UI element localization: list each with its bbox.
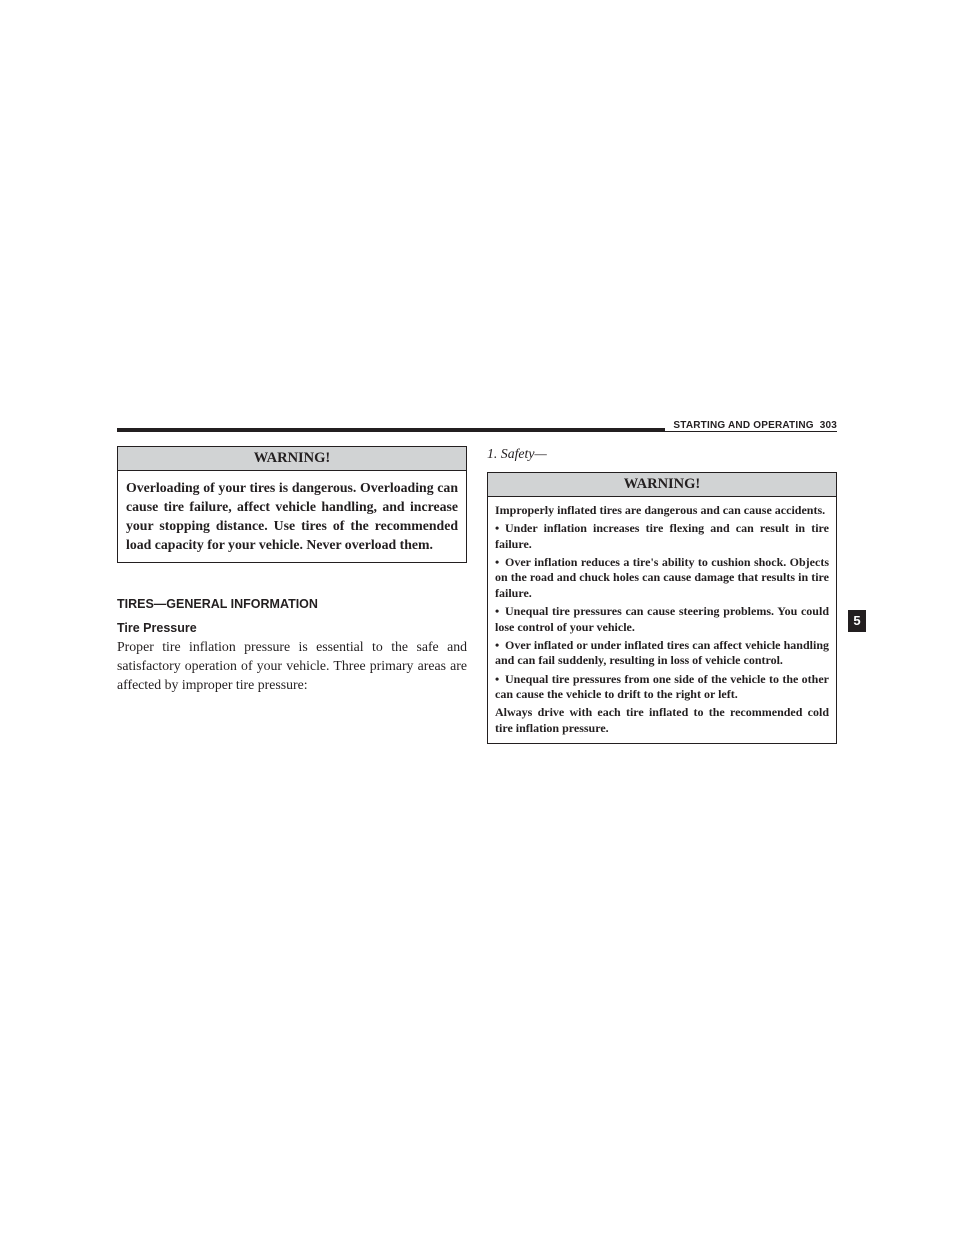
section-title: STARTING AND OPERATING: [673, 420, 813, 431]
section-heading-tires: TIRES—GENERAL INFORMATION: [117, 597, 467, 611]
warning-outro: Always drive with each tire inflated to …: [495, 705, 829, 736]
warning-bullet: •Over inflation reduces a tire's ability…: [495, 555, 829, 601]
safety-line: 1. Safety—: [487, 446, 837, 462]
page-number: 303: [820, 420, 837, 431]
warning-bullet: •Under inflation increases tire flexing …: [495, 521, 829, 552]
warning-bullet: •Unequal tire pressures from one side of…: [495, 672, 829, 703]
body-text-tire-pressure: Proper tire inflation pressure is essent…: [117, 637, 467, 694]
warning-text: Overloading of your tires is dangerous. …: [126, 478, 458, 554]
columns: WARNING! Overloading of your tires is da…: [117, 446, 837, 744]
warning-title: WARNING!: [118, 447, 466, 471]
warning-box-overloading: WARNING! Overloading of your tires is da…: [117, 446, 467, 563]
page-content: STARTING AND OPERATING 303 WARNING! Over…: [117, 420, 837, 744]
chapter-tab: 5: [848, 610, 866, 632]
warning-body: Overloading of your tires is dangerous. …: [118, 471, 466, 562]
warning-bullet: •Over inflated or under inflated tires c…: [495, 638, 829, 669]
left-column: WARNING! Overloading of your tires is da…: [117, 446, 467, 744]
warning-body: Improperly inflated tires are dangerous …: [488, 497, 836, 743]
header-text: STARTING AND OPERATING 303: [665, 420, 837, 431]
subheading-tire-pressure: Tire Pressure: [117, 621, 467, 635]
warning-bullet: •Unequal tire pressures can cause steeri…: [495, 604, 829, 635]
warning-intro: Improperly inflated tires are dangerous …: [495, 503, 829, 518]
warning-title: WARNING!: [488, 473, 836, 497]
page-header: STARTING AND OPERATING 303: [117, 420, 837, 436]
right-column: 1. Safety— WARNING! Improperly inflated …: [487, 446, 837, 744]
warning-box-inflation: WARNING! Improperly inflated tires are d…: [487, 472, 837, 744]
